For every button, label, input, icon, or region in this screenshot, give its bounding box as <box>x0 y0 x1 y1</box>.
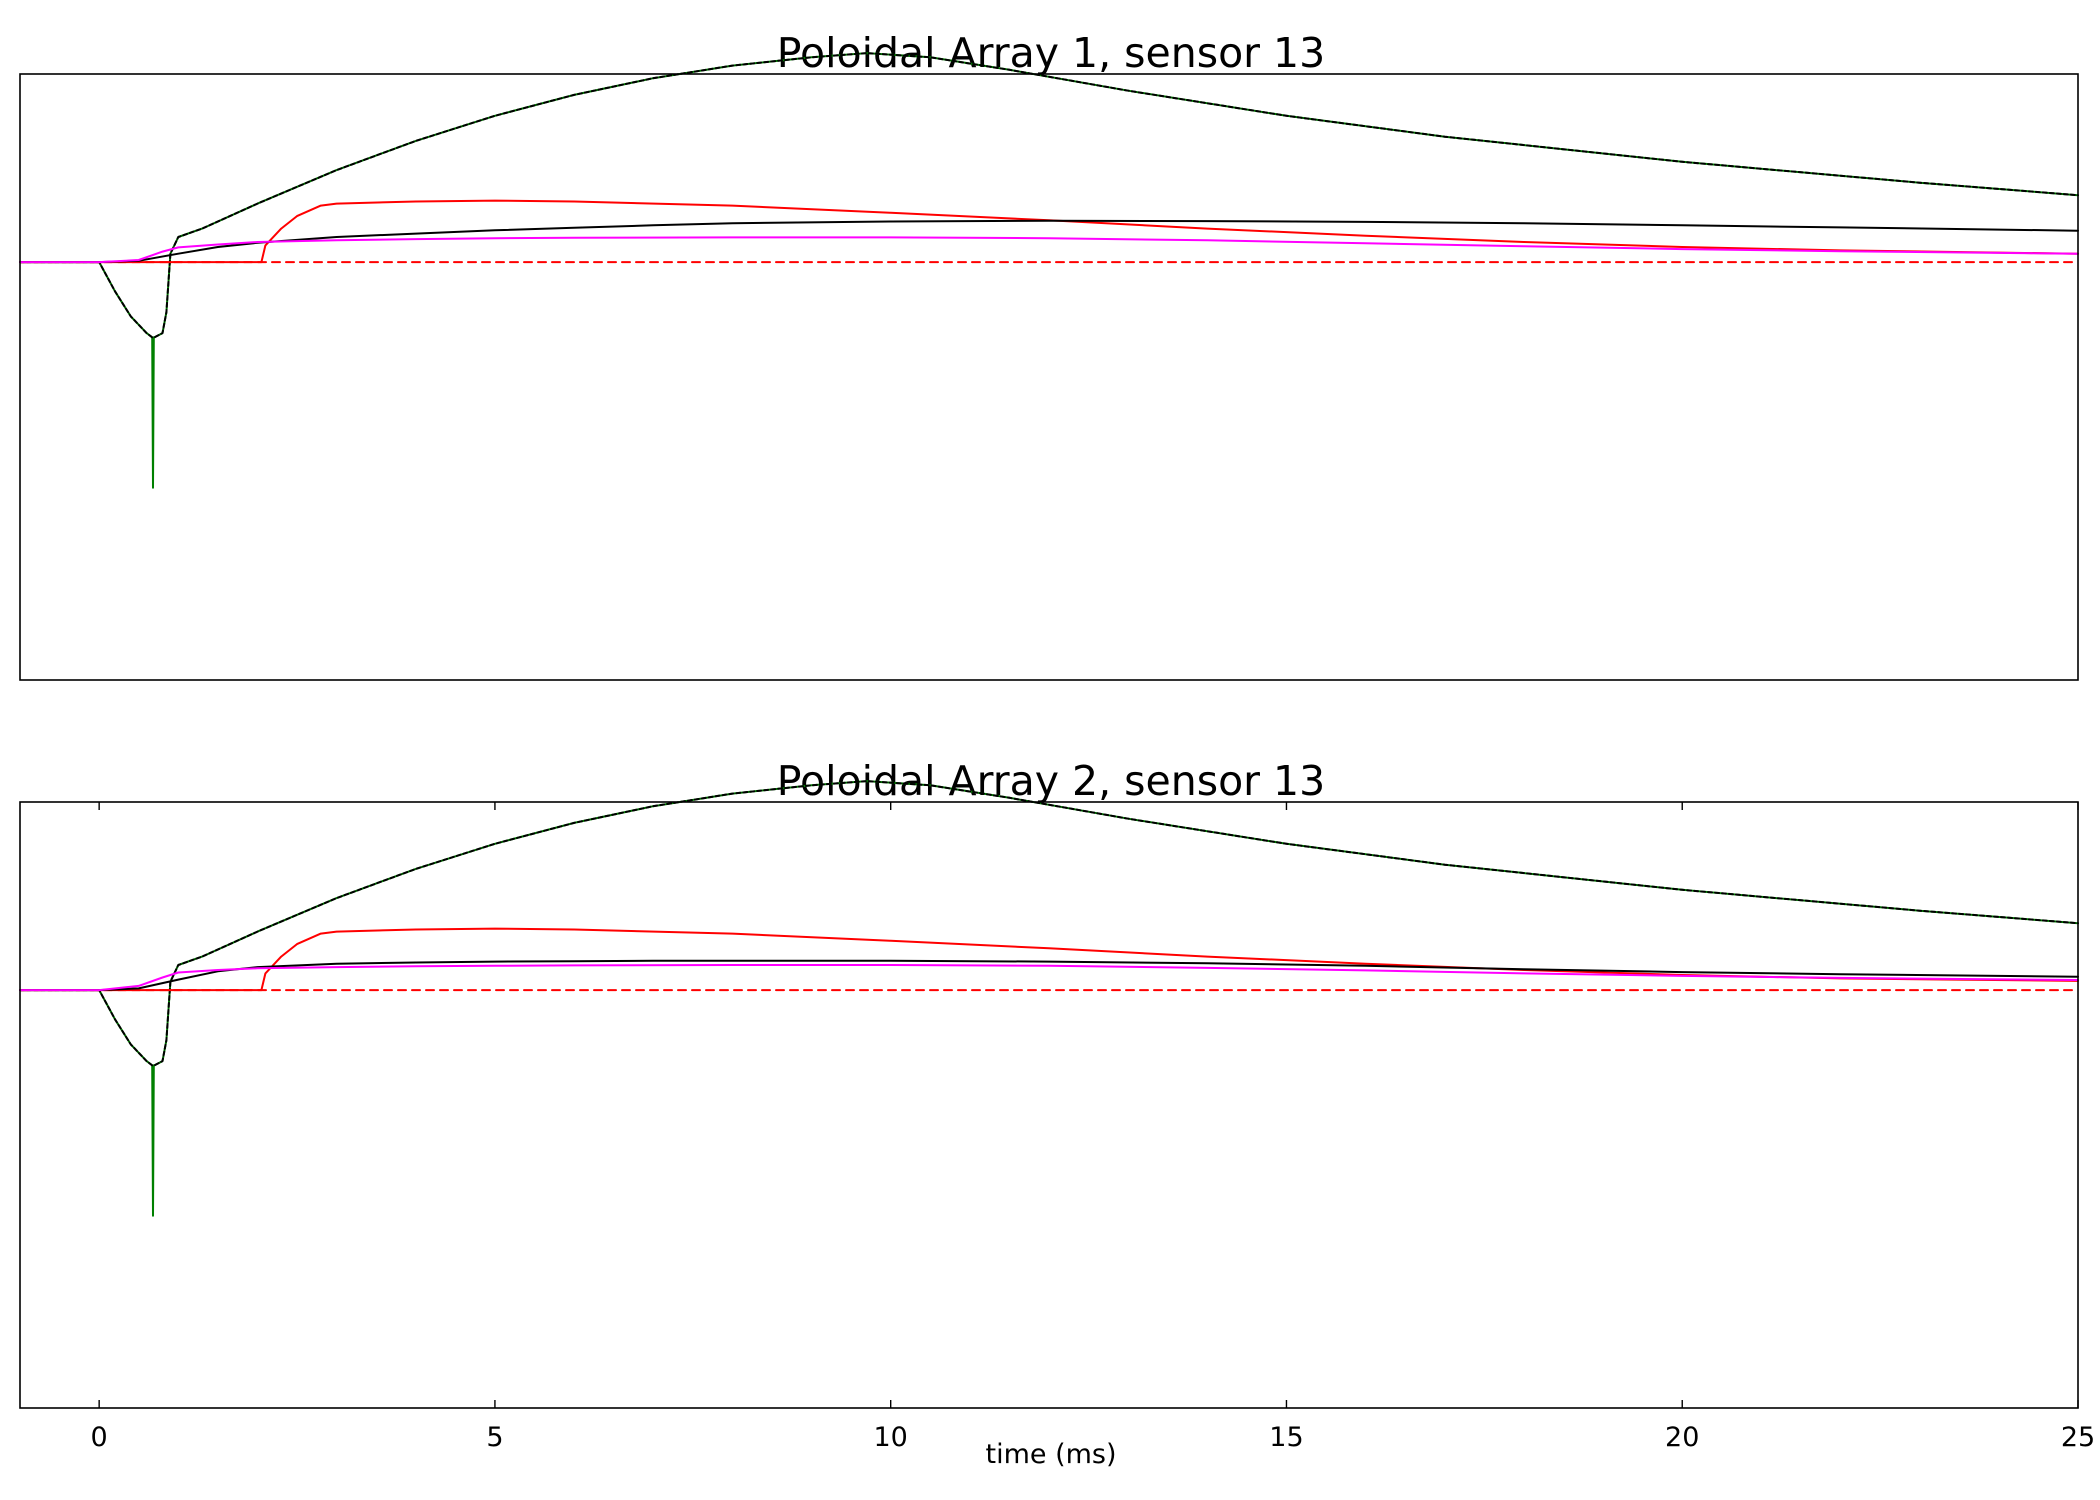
x-axis-label: time (ms) <box>985 1439 1116 1470</box>
series-layer <box>19 780 2079 1217</box>
x-tick-label: 20 <box>1665 1422 1699 1453</box>
series-line-4 <box>19 219 2079 264</box>
series-line-2 <box>19 927 2079 992</box>
x-tick-label: 25 <box>2061 1422 2095 1453</box>
x-tick-label: 10 <box>874 1422 908 1453</box>
series-line-5 <box>19 964 2079 992</box>
series-line-5 <box>19 236 2079 264</box>
series-line-2 <box>19 199 2079 264</box>
series-line-1 <box>19 780 2079 1067</box>
series-line-4 <box>19 959 2079 992</box>
panel-top: Poloidal Array 1, sensor 13 <box>19 29 2079 681</box>
series-line-1 <box>19 52 2079 339</box>
plot-frame <box>19 801 2079 1409</box>
panel-bottom: Poloidal Array 2, sensor 13 0 5 10 15 20 25 t… <box>19 757 2095 1470</box>
series-layer <box>19 52 2079 489</box>
x-tick-label: 0 <box>91 1422 108 1453</box>
x-tick-label: 5 <box>486 1422 503 1453</box>
plot-frame <box>19 73 2079 681</box>
series-line-0 <box>19 52 2079 489</box>
x-tick-label: 15 <box>1269 1422 1303 1453</box>
series-line-0 <box>19 780 2079 1217</box>
tick-layer: 0 5 10 15 20 25 <box>91 802 2095 1453</box>
